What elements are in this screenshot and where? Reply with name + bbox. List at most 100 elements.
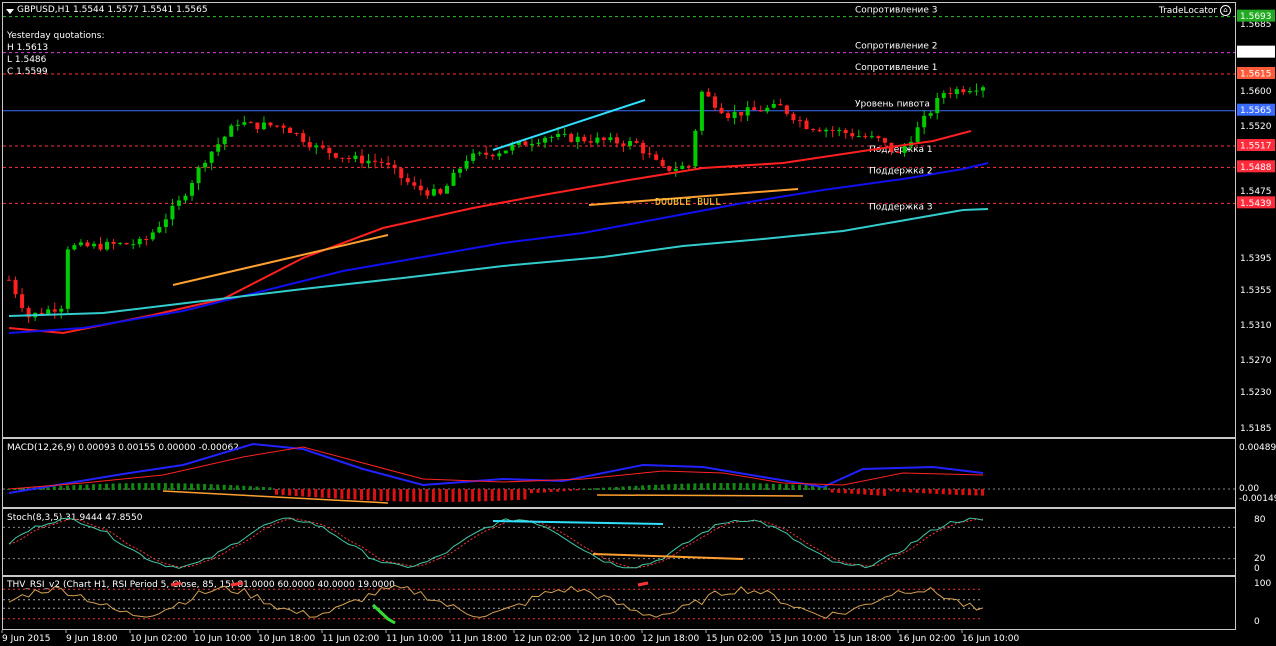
candle-body <box>209 151 214 163</box>
chart-menu-triangle-icon[interactable] <box>6 9 14 14</box>
candle-body <box>78 242 83 246</box>
stoch-trend-line <box>492 520 664 525</box>
price-tag-bg <box>1237 66 1275 79</box>
rsi-axis: 100 0 <box>1254 579 1271 627</box>
rsi-pane[interactable]: THV_RSI_v2 (Chart H1, RSI Period 5, Clos… <box>2 576 1236 630</box>
macd-hist-bar <box>935 489 939 494</box>
macd-hist-bar <box>869 489 873 496</box>
macd-hist-bar <box>46 486 50 490</box>
macd-hist-bar <box>778 483 782 490</box>
price-tag: 1.5693 <box>1240 12 1272 22</box>
time-tick: 10 Jun 02:00 <box>130 634 187 644</box>
candle-body <box>235 124 240 126</box>
macd-hist-bar <box>118 483 122 490</box>
macd-tick: -0.00149 <box>1239 494 1276 504</box>
price-tick: 1.5600 <box>1240 87 1272 97</box>
candle-body <box>20 294 25 308</box>
price-tag-bg <box>1237 139 1275 151</box>
macd-hist-bar <box>621 486 625 490</box>
macd-hist-bar <box>255 486 259 490</box>
candle-body <box>85 242 90 247</box>
trend-line <box>588 188 799 206</box>
macd-hist-bar <box>556 489 560 492</box>
price-tag: 1.5517 <box>1240 142 1272 152</box>
price-axis[interactable]: 1.5685 1.5600 1.5520 1.5475 1.5395 1.5355 1.53… <box>1236 2 1276 438</box>
macd-hist-bar <box>660 484 664 490</box>
macd-hist-bar <box>464 489 468 502</box>
macd-hist-bar <box>765 483 769 490</box>
candle-body <box>817 129 822 132</box>
candle-body <box>869 136 874 138</box>
candle-body <box>52 309 57 312</box>
candle-body <box>680 165 685 170</box>
level-label: Поддержка 3 <box>869 202 933 212</box>
time-tick: 16 Jun 02:00 <box>898 634 955 644</box>
macd-hist-bar <box>288 489 292 496</box>
macd-hist-bar <box>261 486 265 490</box>
macd-hist-bar <box>294 489 298 497</box>
candle-body <box>399 168 404 179</box>
macd-hist-bar <box>392 489 396 502</box>
candle-body <box>928 113 933 116</box>
candle-body <box>320 145 325 148</box>
price-tick: 1.5185 <box>1240 424 1272 434</box>
candle-body <box>118 243 123 245</box>
macd-tick: 0.00489 <box>1239 443 1276 453</box>
candle-body <box>954 89 959 95</box>
candle-body <box>203 162 208 168</box>
candle-body <box>444 185 449 194</box>
time-axis[interactable]: 9 Jun 2015 9 Jun 18:00 10 Jun 02:00 10 Jun … <box>0 630 1276 646</box>
macd-hist-bar <box>399 489 403 502</box>
macd-hist-bar <box>588 488 592 490</box>
candle-body <box>471 153 476 161</box>
candle-body <box>451 172 456 186</box>
candle-body <box>497 153 502 157</box>
stochastic-pane[interactable]: Stoch(8,3,5) 31.9444 47.8550 <box>2 508 1236 576</box>
candle-body <box>641 142 646 154</box>
candle-body <box>712 96 717 108</box>
level-label: Сопротивление 2 <box>855 42 937 52</box>
candle-body <box>392 164 397 169</box>
candle-body <box>732 111 737 119</box>
brand-label[interactable]: TradeLocator ⌂ <box>1159 5 1231 16</box>
macd-hist-bar <box>719 483 723 490</box>
macd-hist-bar <box>529 489 533 494</box>
candle-body <box>379 161 384 163</box>
ma-slow-line <box>8 208 989 317</box>
candle-body <box>981 87 985 91</box>
time-tick: 10 Jun 10:00 <box>194 634 251 644</box>
macd-hist-bar <box>327 489 331 499</box>
macd-hist-bar <box>641 485 645 490</box>
price-tick: 1.5685 <box>1240 20 1272 30</box>
level-label: Поддержка 2 <box>869 166 933 176</box>
candle-body <box>137 238 142 245</box>
level-label: Уровень пивота <box>855 100 930 110</box>
candle-body <box>569 133 574 142</box>
macd-hist-bar <box>275 489 279 495</box>
candle-body <box>784 105 789 114</box>
candle-body <box>373 160 378 162</box>
macd-hist-bar <box>242 485 246 490</box>
candle-body <box>333 153 338 158</box>
macd-pane[interactable]: MACD(12,26,9) 0.00093 0.00155 0.00000 -0… <box>2 438 1236 508</box>
macd-hist-bar <box>850 489 854 494</box>
candle-body <box>549 136 554 138</box>
candle-body <box>882 138 887 143</box>
candle-body <box>915 127 920 142</box>
candle-body <box>771 104 776 108</box>
macd-hist-bar <box>726 483 730 490</box>
macd-hist-bar <box>98 483 102 490</box>
macd-hist-bar <box>425 489 429 502</box>
candle-body <box>922 115 927 128</box>
macd-hist-bar <box>575 489 579 491</box>
macd-hist-bar <box>601 487 605 490</box>
macd-hist-bar <box>477 489 481 502</box>
time-tick: 12 Jun 18:00 <box>642 634 699 644</box>
macd-hist-bar <box>105 483 109 490</box>
time-tick: 11 Jun 18:00 <box>450 634 507 644</box>
macd-hist-bar <box>582 488 586 490</box>
candle-body <box>654 154 659 160</box>
price-chart-pane[interactable]: GBPUSD,H1 1.5544 1.5577 1.5541 1.5565 Ye… <box>2 2 1236 438</box>
macd-label: MACD(12,26,9) 0.00093 0.00155 0.00000 -0… <box>7 443 239 453</box>
macd-hist-bar <box>896 489 900 492</box>
